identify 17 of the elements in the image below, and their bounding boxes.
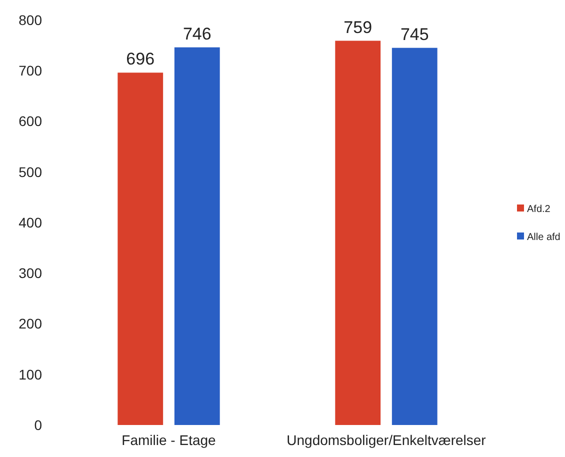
- y-tick-label: 700: [18, 62, 42, 79]
- y-tick-label: 500: [18, 164, 42, 180]
- y-tick-label: 600: [18, 113, 42, 130]
- y-tick-label: 100: [18, 366, 42, 382]
- legend-label: Alle afd: [527, 232, 560, 243]
- y-tick-label: 800: [18, 12, 42, 28]
- x-tick-label: Ungdomsboliger/Enkeltværelser: [286, 432, 486, 448]
- data-label: 746: [182, 24, 212, 44]
- data-label: 759: [344, 18, 372, 37]
- data-label: 696: [126, 50, 155, 69]
- y-tick-label: 200: [18, 316, 42, 332]
- legend-label: Afd.2: [527, 204, 551, 215]
- x-tick-label: Familie - Etage: [122, 432, 216, 448]
- y-tick-label: 0: [34, 416, 42, 433]
- data-label: 745: [400, 24, 429, 44]
- y-tick-label: 300: [18, 265, 42, 282]
- y-tick-label: 400: [18, 214, 42, 230]
